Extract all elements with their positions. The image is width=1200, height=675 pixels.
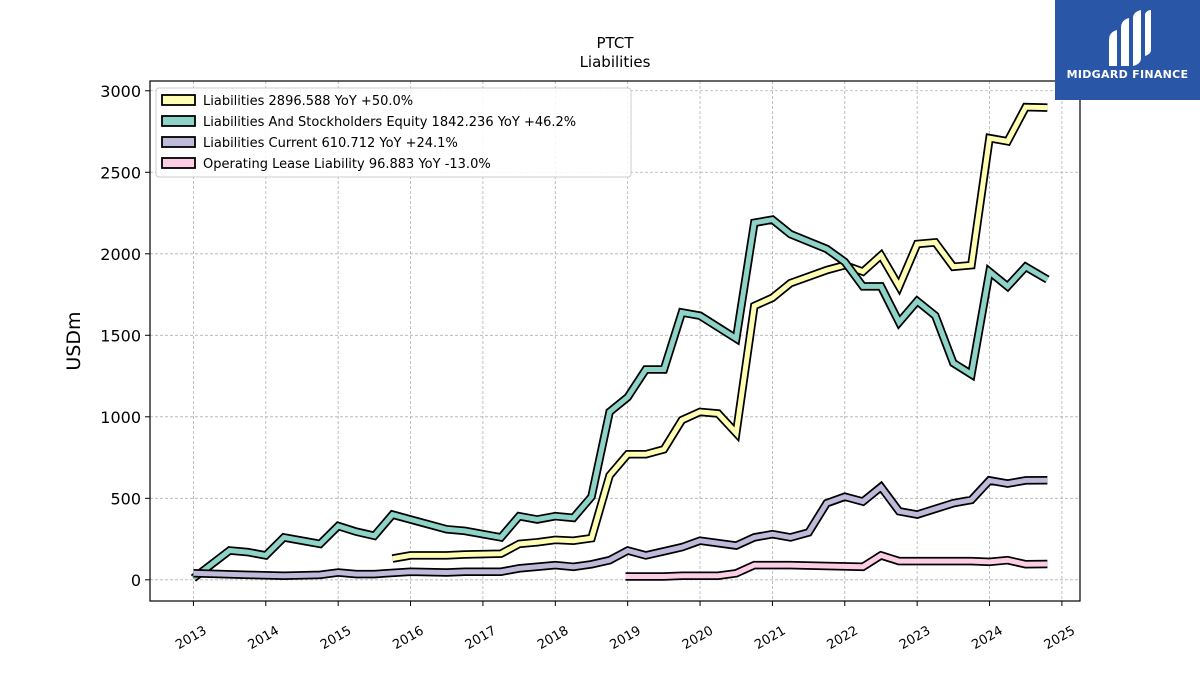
x-tick-label: 2014 xyxy=(246,623,282,653)
x-tick-label: 2018 xyxy=(535,623,571,653)
chart-title: PTCT xyxy=(597,34,635,52)
y-tick-label: 2000 xyxy=(100,245,141,264)
plot-frame xyxy=(149,80,1081,602)
y-tick-label: 3000 xyxy=(100,82,141,101)
x-tick-label: 2021 xyxy=(752,623,788,653)
legend: Liabilities 2896.588 YoY +50.0% Liabiliti… xyxy=(155,87,632,178)
legend-swatch xyxy=(161,136,196,148)
legend-swatch xyxy=(161,115,196,127)
series-line xyxy=(193,477,1048,579)
series-line xyxy=(392,104,1048,562)
x-tick-label: 2017 xyxy=(463,623,499,653)
legend-swatch xyxy=(161,157,196,169)
x-tick-label: 2025 xyxy=(1042,623,1078,653)
y-tick-label: 500 xyxy=(110,489,141,508)
chart-header: PTCT Liabilities xyxy=(580,34,651,71)
legend-entry: Liabilities Current 610.712 YoY +24.1% xyxy=(203,136,458,151)
legend-box xyxy=(155,87,632,178)
y-tick-label: 0 xyxy=(131,571,141,590)
midgard-finance-logo: MIDGARD FINANCE xyxy=(1055,0,1200,100)
legend-swatch xyxy=(161,94,196,106)
x-tick-label: 2015 xyxy=(318,623,354,653)
y-tick-label: 1000 xyxy=(100,408,141,427)
x-tick-label: 2016 xyxy=(390,623,426,653)
logo-text: MIDGARD FINANCE xyxy=(1066,68,1189,81)
y-axis: 0 500 1000 1500 2000 2500 3000 xyxy=(100,82,150,590)
series-liabilities-and-stockholders-equity xyxy=(190,215,1050,582)
series-lines xyxy=(190,102,1050,582)
series-line xyxy=(191,216,1049,581)
x-tick-label: 2020 xyxy=(680,623,716,653)
logo-mark-icon xyxy=(1109,10,1151,66)
y-axis-label: USDm xyxy=(63,311,85,370)
chart-subtitle: Liabilities xyxy=(580,53,651,71)
x-tick-label: 2019 xyxy=(608,623,644,653)
x-tick-label: 2024 xyxy=(969,623,1005,653)
x-axis: 2013 2014 2015 2016 2017 2018 2019 2020 2021 2022… xyxy=(173,601,1078,653)
series-liabilities xyxy=(391,102,1048,563)
x-tick-label: 2013 xyxy=(173,623,209,653)
x-tick-label: 2023 xyxy=(897,623,933,653)
x-tick-label: 2022 xyxy=(825,623,861,653)
legend-entry: Liabilities And Stockholders Equity 1842… xyxy=(203,115,576,130)
legend-entry: Liabilities 2896.588 YoY +50.0% xyxy=(203,94,413,109)
y-tick-label: 2500 xyxy=(100,163,141,182)
series-line xyxy=(625,552,1048,579)
series-operating-lease-liability xyxy=(625,550,1048,581)
legend-entry: Operating Lease Liability 96.883 YoY -13… xyxy=(203,157,491,172)
series-outline xyxy=(190,215,1050,582)
y-tick-label: 1500 xyxy=(100,326,141,345)
series-liabilities-current xyxy=(193,475,1048,580)
